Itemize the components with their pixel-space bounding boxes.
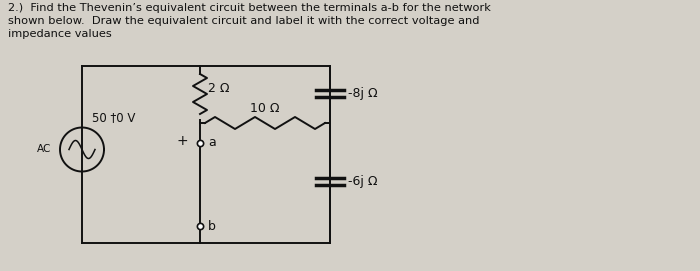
Text: b: b — [208, 220, 216, 233]
Text: AC: AC — [37, 144, 51, 154]
Text: impedance values: impedance values — [8, 29, 112, 39]
Text: 50 †0 V: 50 †0 V — [92, 111, 135, 124]
Text: a: a — [208, 137, 216, 150]
Text: shown below.  Draw the equivalent circuit and label it with the correct voltage : shown below. Draw the equivalent circuit… — [8, 16, 480, 26]
Text: -8j Ω: -8j Ω — [348, 87, 377, 100]
Text: 2.)  Find the Thevenin’s equivalent circuit between the terminals a-b for the ne: 2.) Find the Thevenin’s equivalent circu… — [8, 3, 491, 13]
Text: 10 Ω: 10 Ω — [251, 102, 280, 115]
Text: 2 Ω: 2 Ω — [208, 82, 230, 95]
Text: -6j Ω: -6j Ω — [348, 176, 377, 189]
Text: +: + — [176, 134, 188, 148]
